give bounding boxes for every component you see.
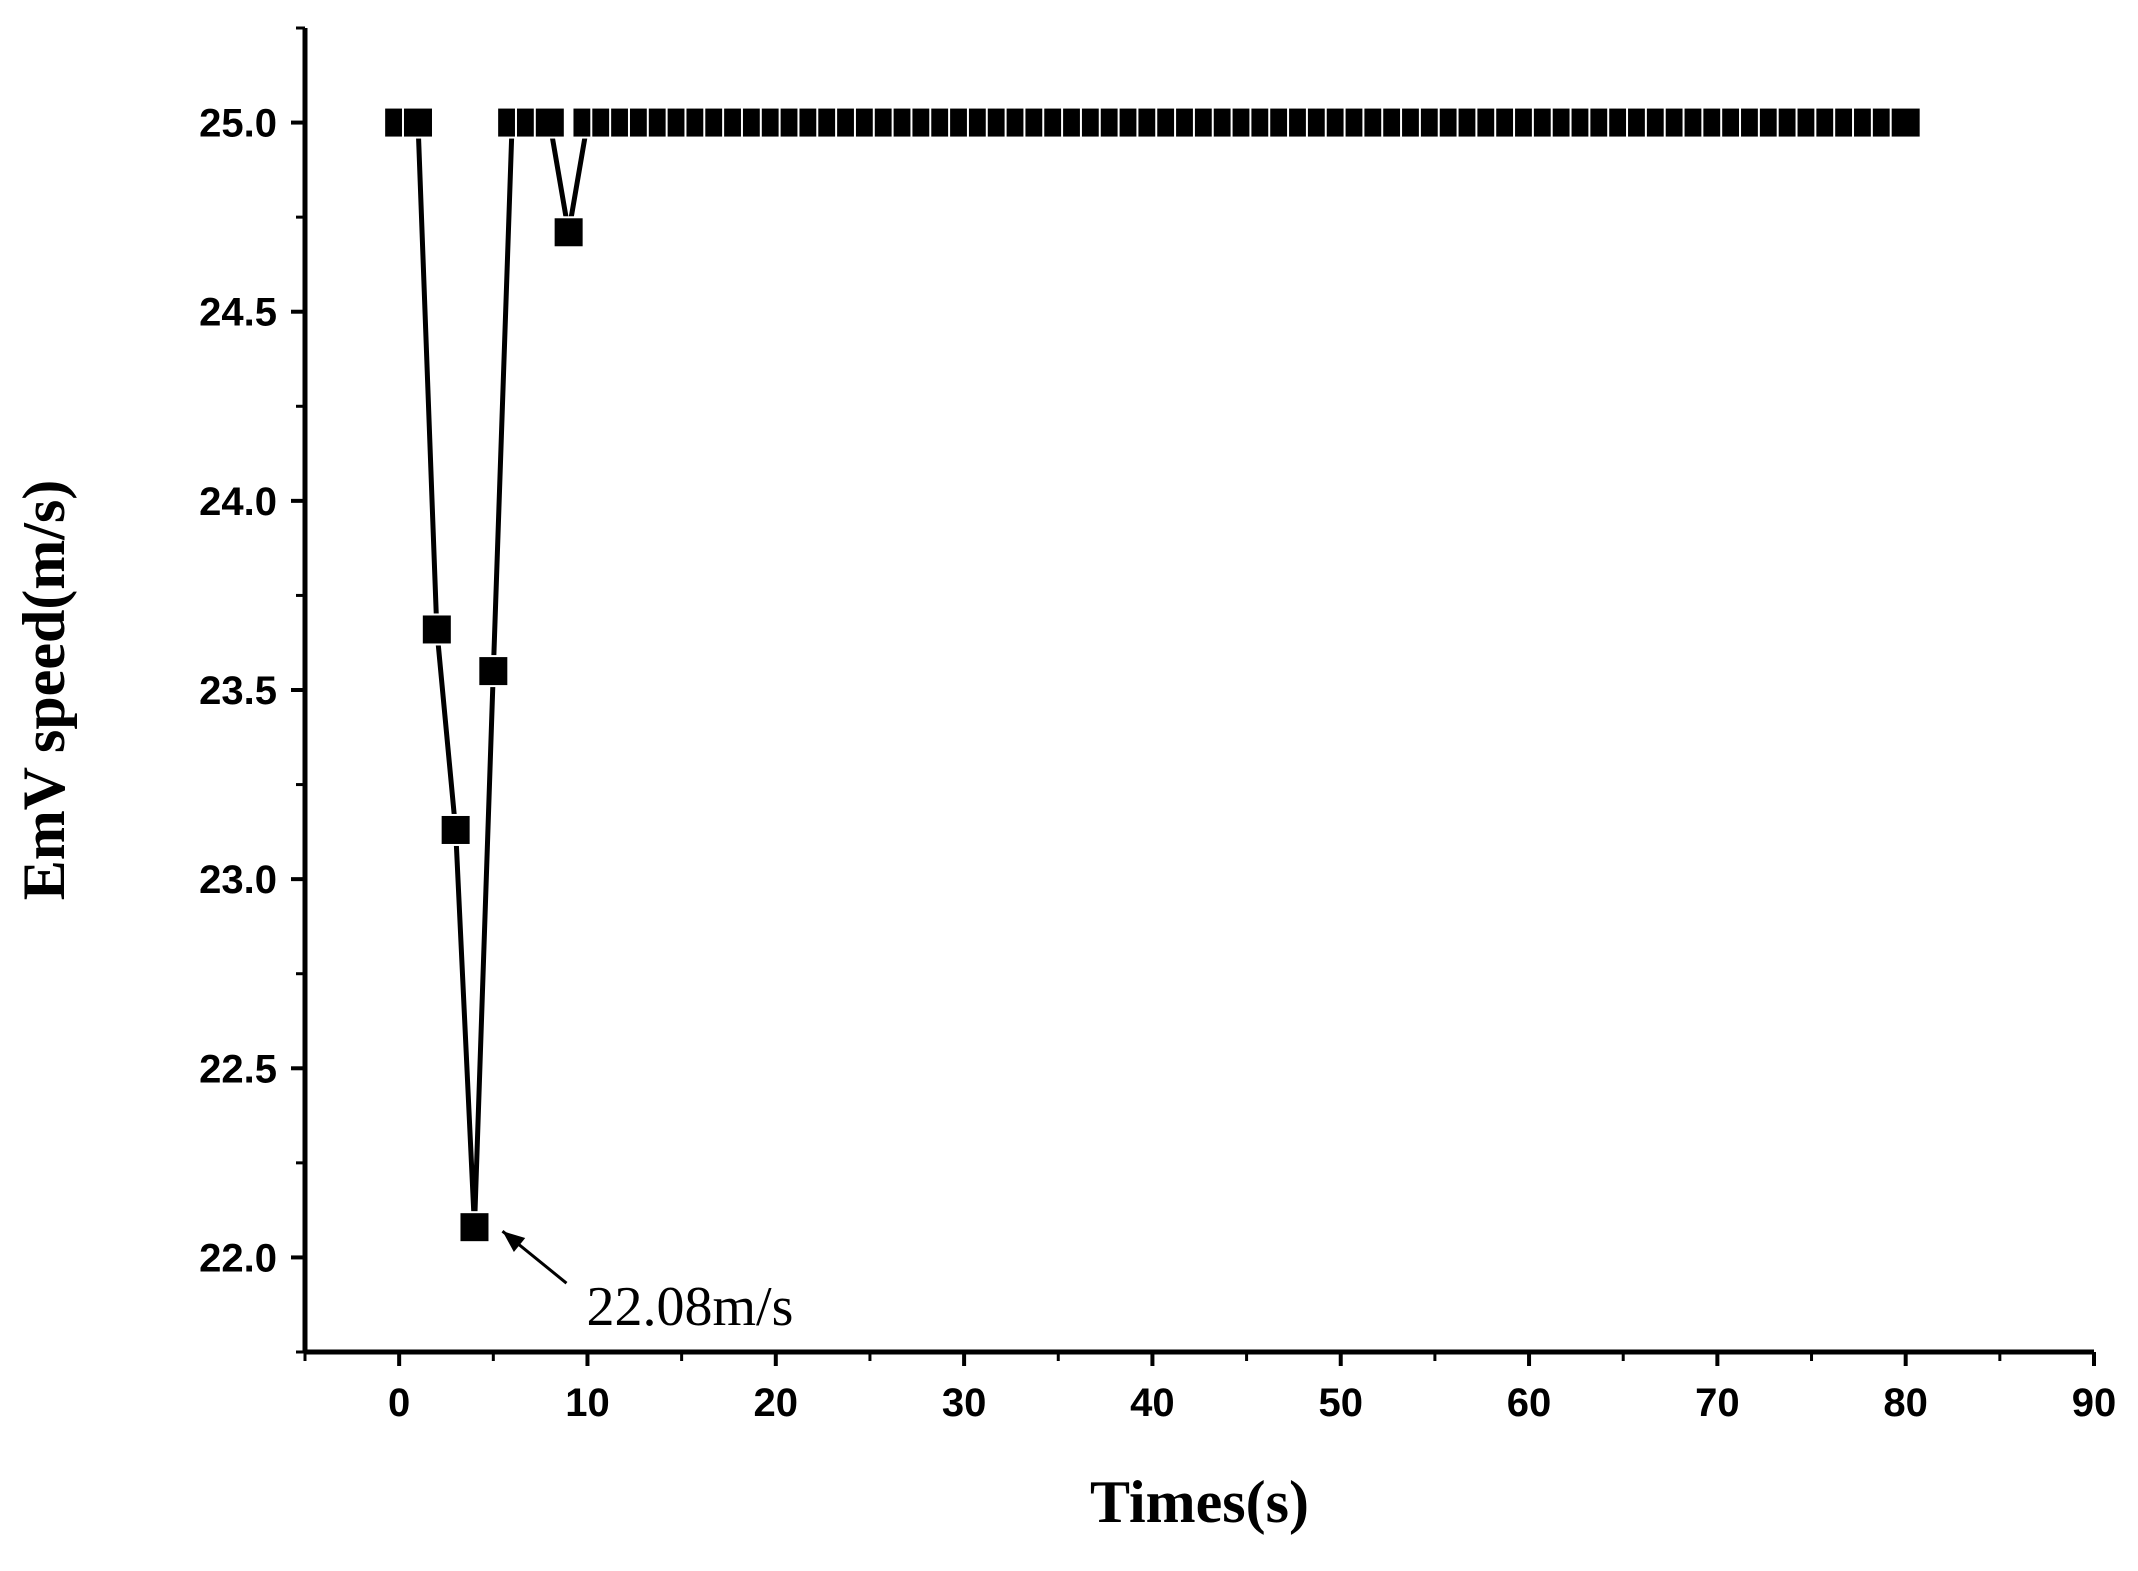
data-point — [401, 106, 434, 139]
x-tick-label: 50 — [1318, 1381, 1363, 1425]
data-point — [439, 813, 472, 846]
x-tick-label: 60 — [1507, 1381, 1552, 1425]
x-tick-label: 90 — [2072, 1381, 2117, 1425]
y-tick-label: 23.5 — [199, 669, 277, 713]
x-tick-label: 10 — [565, 1381, 610, 1425]
x-tick-label: 30 — [942, 1381, 987, 1425]
x-tick-label: 80 — [1883, 1381, 1928, 1425]
y-tick-label: 22.5 — [199, 1047, 277, 1091]
series-line — [399, 120, 1906, 1228]
series-line-group — [399, 120, 1906, 1228]
series-markers-group — [383, 106, 1922, 1244]
data-point — [552, 216, 585, 249]
data-point — [1889, 106, 1922, 139]
data-point — [533, 106, 566, 139]
y-tick-label: 24.0 — [199, 480, 277, 524]
x-tick-label: 0 — [388, 1381, 410, 1425]
x-axis-title: Times(s) — [1090, 1469, 1309, 1535]
y-tick-label: 22.0 — [199, 1236, 277, 1280]
y-tick-label: 25.0 — [199, 102, 277, 146]
y-axis-ticks: 22.0 22.5 23.0 23.5 24.0 24.5 25.0 — [199, 26, 305, 1354]
data-point — [477, 655, 510, 688]
x-axis-ticks: 0 10 20 30 40 50 60 70 80 90 — [303, 1352, 2117, 1425]
x-tick-label: 70 — [1695, 1381, 1740, 1425]
x-tick-label: 40 — [1130, 1381, 1175, 1425]
y-tick-label: 24.5 — [199, 291, 277, 335]
data-point — [420, 613, 453, 646]
annotation-label: 22.08m/s — [586, 1276, 793, 1338]
annotation-arrow-head — [502, 1231, 526, 1253]
y-tick-label: 23.0 — [199, 858, 277, 902]
x-tick-label: 20 — [754, 1381, 799, 1425]
data-point — [458, 1211, 491, 1244]
y-axis-title: EmV speed(m/s) — [11, 480, 77, 901]
annotation-group: 22.08m/s — [501, 1230, 793, 1338]
